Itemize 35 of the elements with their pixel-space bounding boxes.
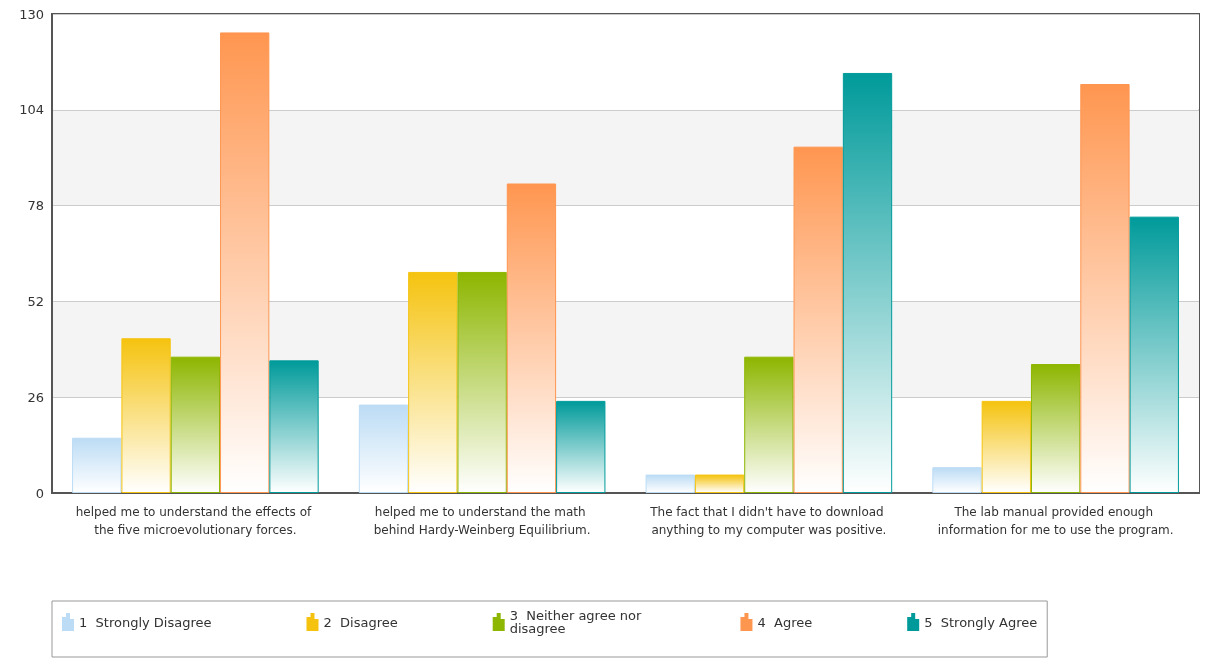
x-tick-label: helped me to understand the math behind Hardy-Weinberg Equilibrium. xyxy=(373,505,591,537)
bar xyxy=(694,474,745,493)
bar xyxy=(793,146,843,493)
bar xyxy=(408,271,458,493)
bar xyxy=(1080,84,1130,493)
y-tick-label: 52 xyxy=(27,293,44,309)
bar xyxy=(645,474,695,493)
y-tick-label: 104 xyxy=(19,102,44,118)
bar xyxy=(744,356,794,493)
legend-label: 4 Agree xyxy=(757,614,813,630)
y-tick-label: 0 xyxy=(35,485,44,501)
bar xyxy=(506,183,557,493)
x-tick-label: The fact that I didn't have to download anything to my computer was positive. xyxy=(649,505,888,537)
bar xyxy=(170,356,221,493)
y-tick-label: 78 xyxy=(27,198,44,214)
bar xyxy=(1030,364,1081,493)
legend-label: 2 Disagree xyxy=(323,614,398,630)
x-tick-label: helped me to understand the effects of the five microevolutionary forces. xyxy=(75,505,316,537)
y-tick-label: 130 xyxy=(19,6,44,22)
bar xyxy=(932,467,982,493)
bar xyxy=(842,72,893,493)
legend-label: 5 Strongly Agree xyxy=(924,614,1038,630)
legend-label: 1 Strongly Disagree xyxy=(79,614,212,630)
bar xyxy=(72,437,122,493)
bar xyxy=(457,271,507,493)
bar xyxy=(121,338,171,493)
legend-label: 3 Neither agree nor disagree xyxy=(509,608,646,636)
bar xyxy=(981,400,1031,493)
bar xyxy=(1129,216,1179,493)
x-tick-label: The lab manual provided enough information for me to use the program. xyxy=(937,505,1174,537)
y-tick-label: 26 xyxy=(27,389,44,405)
bar xyxy=(220,32,270,493)
bar xyxy=(269,360,319,493)
bar xyxy=(358,404,409,493)
bar xyxy=(556,400,606,493)
